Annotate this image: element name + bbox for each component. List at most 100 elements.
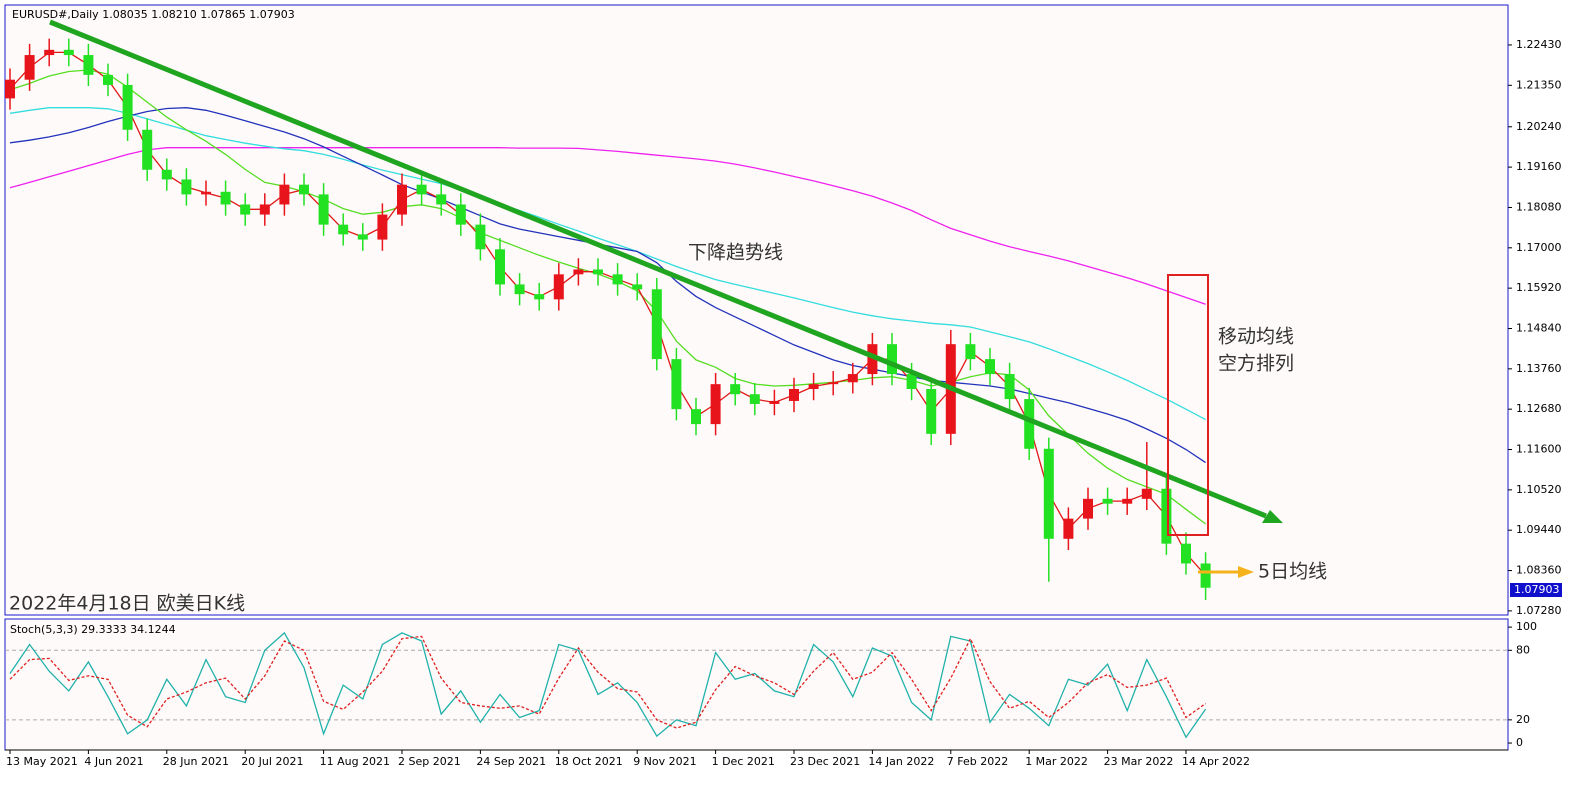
candle-body (1063, 518, 1074, 539)
quote: 1.07865 (200, 8, 246, 21)
candle-body (965, 344, 976, 360)
annotation: 2022年4月18日 欧美日K线 (9, 593, 245, 615)
annotation: 空方排列 (1218, 353, 1294, 375)
candle-body (1083, 498, 1093, 519)
y-tick-label: 1.22430 (1516, 38, 1562, 51)
candle-body (416, 184, 427, 195)
candle-body (44, 49, 55, 56)
candle-body (573, 269, 584, 275)
x-tick-label: 23 Dec 2021 (790, 755, 860, 768)
candle-body (671, 359, 682, 410)
candle-body (142, 129, 153, 170)
candle-body (1043, 448, 1054, 539)
y-tick-label: 1.09440 (1516, 523, 1562, 536)
candle-body (377, 214, 388, 240)
candle-body (651, 289, 662, 360)
candle-body (1181, 543, 1191, 564)
candle-body (749, 394, 760, 404)
x-tick-label: 1 Dec 2021 (712, 755, 775, 768)
y-tick-label: 80 (1516, 643, 1530, 656)
plot-layer: 1.22430 1.21350 1.20240 1.19160 1.18080 1.170… (5, 38, 1562, 768)
candle-body (553, 274, 564, 300)
quote: 1.07903 (249, 8, 295, 21)
stoch-title: Stoch(5,3,3) 29.3333 34.1244 (10, 623, 176, 636)
y-tick-label: 1.10520 (1516, 483, 1562, 496)
x-tick-label: 4 Jun 2021 (84, 755, 143, 768)
annotation: 下降趋势线 (688, 242, 783, 264)
candle-body (259, 204, 270, 215)
x-tick-label: 13 May 2021 (6, 755, 78, 768)
candle-body (985, 359, 995, 375)
y-tick-label: 1.19160 (1516, 160, 1562, 173)
y-tick-label: 20 (1516, 713, 1530, 726)
candle-body (1161, 488, 1172, 544)
trend-arrow (1262, 510, 1283, 523)
candle-body (632, 284, 643, 290)
trend-line (49, 19, 1267, 519)
x-tick-label: 23 Mar 2022 (1104, 755, 1174, 768)
x-tick-label: 2 Sep 2021 (398, 755, 461, 768)
candle-body (1004, 374, 1015, 400)
candle-body (357, 234, 368, 240)
candle-body (83, 55, 94, 75)
candle-body (1141, 488, 1152, 499)
candle-body (475, 224, 486, 250)
indicator-line (9, 631, 1207, 739)
y-tick-label: 1.14840 (1516, 321, 1562, 334)
y-tick-label: 1.12680 (1516, 402, 1562, 415)
x-tick-label: 14 Apr 2022 (1182, 755, 1250, 768)
candle-body (24, 55, 35, 80)
indicator-line (9, 147, 1206, 305)
candle-body (455, 204, 466, 225)
highlight-box (1167, 274, 1209, 536)
candle-body (847, 374, 858, 383)
candle-body (593, 269, 603, 275)
candle-body (338, 224, 349, 235)
candle-body (887, 344, 897, 375)
y-tick-label: 1.20240 (1516, 120, 1562, 133)
candle-body (161, 169, 172, 180)
x-tick-label: 7 Feb 2022 (947, 755, 1008, 768)
quote: 1.08035 (102, 8, 148, 21)
candle-body (299, 184, 309, 195)
y-tick-label: 1.18080 (1516, 200, 1562, 213)
x-tick-label: 28 Jun 2021 (163, 755, 229, 768)
x-tick-label: 20 Jul 2021 (241, 755, 303, 768)
candle-body (828, 382, 839, 385)
y-tick-label: 1.13760 (1516, 362, 1562, 375)
y-tick-label: 1.07280 (1516, 604, 1562, 617)
candle-body (220, 191, 231, 205)
candle-body (181, 179, 192, 195)
x-tick-label: 24 Sep 2021 (476, 755, 546, 768)
candle-body (926, 389, 937, 434)
candle-body (1024, 399, 1035, 449)
candle-body (1102, 498, 1113, 504)
candle-body (318, 194, 329, 225)
candle-body (103, 74, 113, 85)
x-tick-label: 9 Nov 2021 (633, 755, 696, 768)
candle-body (612, 274, 623, 285)
candle-body (710, 384, 721, 425)
candle-body (279, 184, 290, 205)
candle-body (397, 184, 407, 215)
annotation: 5日均线 (1258, 561, 1327, 583)
y-tick-label: 1.21350 (1516, 78, 1562, 91)
x-tick-label: 14 Jan 2022 (868, 755, 934, 768)
y-tick-label: 1.08360 (1516, 564, 1562, 577)
stoch-panel (4, 618, 1509, 751)
candle-body (436, 194, 447, 205)
candle-body (769, 400, 780, 404)
candle-body (122, 84, 133, 130)
indicator-line (9, 635, 1206, 729)
candle-body (1200, 563, 1211, 588)
candle-body (514, 284, 525, 295)
y-tick-label: 100 (1516, 620, 1537, 633)
candle-body (5, 79, 15, 99)
y-tick-label: 1.17000 (1516, 241, 1562, 254)
quote: 1.08210 (151, 8, 197, 21)
annotation: 移动均线 (1218, 326, 1294, 348)
candle-body (906, 374, 917, 390)
candle-body (730, 384, 741, 395)
